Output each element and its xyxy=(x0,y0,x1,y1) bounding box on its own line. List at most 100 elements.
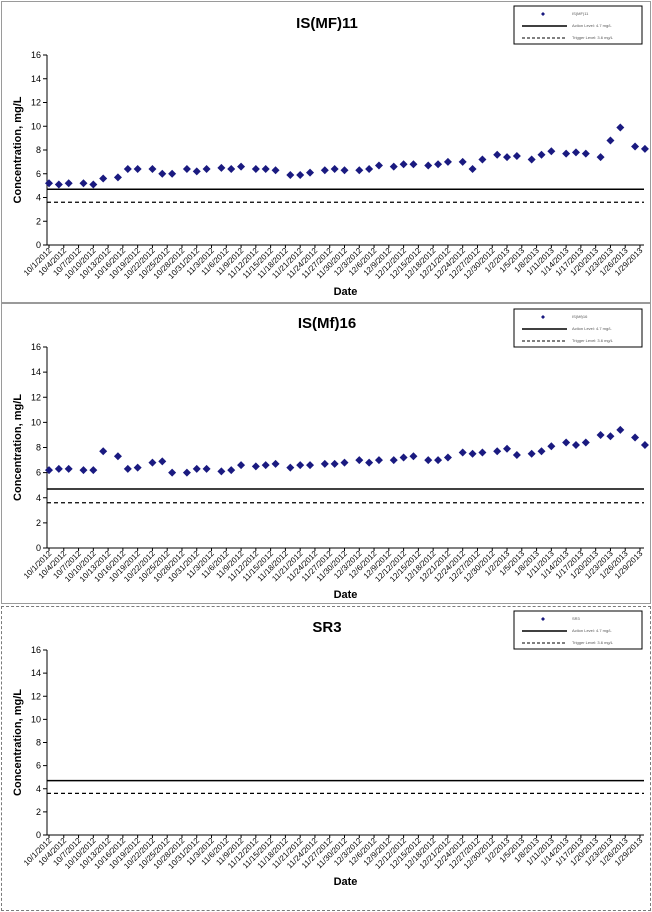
data-point xyxy=(640,144,649,153)
data-point xyxy=(596,430,605,439)
legend: IS(MF)11 Action Level: 4.7 mg/L Trigger Le… xyxy=(513,5,643,45)
legend-entry-series: SR3 xyxy=(572,616,581,621)
data-point xyxy=(434,456,443,465)
data-point xyxy=(89,466,98,475)
data-point xyxy=(133,463,142,472)
data-point xyxy=(251,462,260,471)
data-point xyxy=(64,179,73,188)
data-point xyxy=(54,180,63,189)
x-axis-label: Date xyxy=(334,286,358,298)
chart-sr3: SR3 SR3 Action Level: 4.7 mg/L Trigger Leve… xyxy=(12,610,645,888)
legend-box xyxy=(513,308,643,348)
data-point xyxy=(168,468,177,477)
y-tick-label: 12 xyxy=(31,691,41,701)
chart-title: SR3 xyxy=(312,619,341,636)
data-point xyxy=(296,461,305,470)
data-point xyxy=(45,179,53,188)
chart-title: IS(Mf)16 xyxy=(298,315,356,332)
data-point xyxy=(581,438,590,447)
data-point xyxy=(537,447,546,456)
data-point xyxy=(562,149,571,158)
data-point xyxy=(468,165,477,173)
y-tick-label: 6 xyxy=(36,761,41,771)
data-point xyxy=(340,458,349,467)
data-point xyxy=(217,467,226,476)
x-axis-label: Date xyxy=(334,589,358,601)
data-point xyxy=(271,166,280,175)
data-point xyxy=(182,165,191,173)
data-point xyxy=(227,165,236,173)
data-point xyxy=(631,433,640,442)
legend-entry-action-level: Action Level: 4.7 mg/L xyxy=(572,628,612,633)
data-point xyxy=(99,447,108,456)
data-point xyxy=(616,425,625,434)
legend: IS(Mf)16 Action Level: 4.7 mg/L Trigger Le… xyxy=(513,308,643,348)
y-tick-label: 2 xyxy=(36,216,41,226)
legend-entry-action-level: Action Level: 4.7 mg/L xyxy=(572,326,612,331)
data-point xyxy=(527,155,536,164)
data-point xyxy=(113,173,122,182)
y-tick-label: 0 xyxy=(36,830,41,840)
data-point xyxy=(286,170,295,179)
chart-title: IS(MF)11 xyxy=(296,15,358,32)
y-tick-label: 6 xyxy=(36,169,41,179)
y-tick-label: 10 xyxy=(31,417,41,427)
legend-box xyxy=(513,5,643,45)
y-tick-label: 12 xyxy=(31,98,41,108)
data-point xyxy=(424,161,433,170)
data-point xyxy=(409,160,418,169)
data-point xyxy=(158,169,167,178)
legend-entry-trigger-level: Trigger Level: 3.6 mg/L xyxy=(572,640,614,645)
data-point xyxy=(399,453,408,462)
chart-panel-sr3: SR3 SR3 Action Level: 4.7 mg/L Trigger Leve… xyxy=(1,606,651,911)
data-point xyxy=(182,468,191,477)
data-point xyxy=(365,458,374,467)
data-point xyxy=(296,170,305,179)
data-point xyxy=(192,167,201,176)
data-point xyxy=(527,449,536,458)
y-tick-label: 14 xyxy=(31,367,41,377)
data-point xyxy=(330,165,339,173)
data-point xyxy=(458,448,467,457)
data-point xyxy=(123,165,132,173)
y-tick-label: 2 xyxy=(36,518,41,528)
data-point xyxy=(478,155,487,164)
data-point xyxy=(89,180,98,189)
data-point xyxy=(424,456,433,465)
legend-marker-diamond xyxy=(541,12,545,16)
data-point xyxy=(547,442,556,451)
y-axis-label: Concentration, mg/L xyxy=(12,394,24,501)
chart-panel-ismf16: IS(Mf)16 IS(Mf)16 Action Level: 4.7 mg/L Tr… xyxy=(1,303,651,604)
y-tick-label: 12 xyxy=(31,392,41,402)
data-point xyxy=(468,449,477,458)
data-point xyxy=(616,123,625,132)
legend-entry-trigger-level: Trigger Level: 3.6 mg/L xyxy=(572,338,614,343)
data-point xyxy=(596,153,605,162)
data-point xyxy=(237,162,246,171)
legend-marker-diamond xyxy=(541,617,545,621)
data-point xyxy=(512,151,521,160)
data-point xyxy=(79,466,88,475)
data-point xyxy=(306,461,315,470)
data-point xyxy=(192,464,201,473)
data-point xyxy=(409,452,418,461)
data-point xyxy=(640,440,649,449)
y-tick-label: 16 xyxy=(31,645,41,655)
data-point xyxy=(512,451,521,460)
y-tick-label: 6 xyxy=(36,468,41,478)
data-point xyxy=(547,147,556,156)
y-tick-label: 10 xyxy=(31,714,41,724)
x-axis-label: Date xyxy=(334,876,358,888)
data-point xyxy=(493,150,502,159)
legend: SR3 Action Level: 4.7 mg/L Trigger Level: … xyxy=(513,610,643,650)
y-tick-label: 8 xyxy=(36,443,41,453)
data-point xyxy=(261,165,270,173)
data-point xyxy=(365,165,374,173)
legend-box xyxy=(513,610,643,650)
data-point xyxy=(168,169,177,178)
data-point xyxy=(374,161,383,170)
data-point xyxy=(79,179,88,188)
data-point xyxy=(355,456,364,465)
chart-ismf11: IS(MF)11 IS(MF)11 Action Level: 4.7 mg/L Tr… xyxy=(12,5,649,298)
y-tick-label: 16 xyxy=(31,50,41,60)
